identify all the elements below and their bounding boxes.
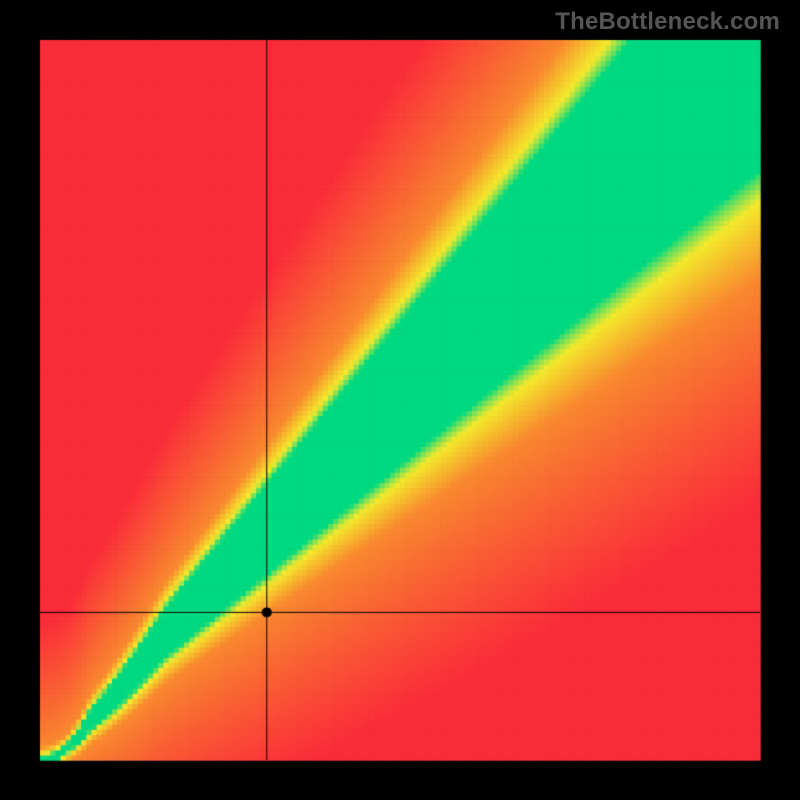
heatmap-canvas (0, 0, 800, 800)
chart-container: TheBottleneck.com (0, 0, 800, 800)
watermark-text: TheBottleneck.com (555, 8, 780, 36)
